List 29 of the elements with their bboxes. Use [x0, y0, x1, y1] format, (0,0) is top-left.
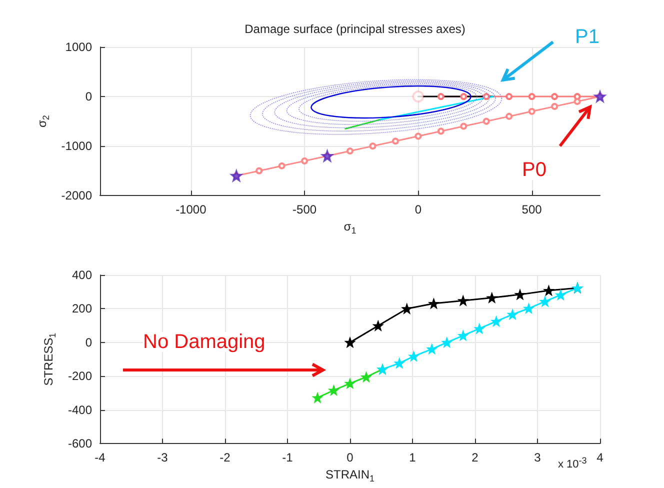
y-tick-label: 1000 — [65, 40, 92, 54]
x-tick-label: -4 — [94, 450, 106, 465]
x-tick-label: 4 — [596, 450, 604, 465]
y-tick-label: 400 — [72, 268, 92, 282]
x-tick-label: 2 — [472, 450, 479, 465]
x-tick-label: -2 — [220, 450, 231, 465]
x-tick-label: -1 — [282, 450, 294, 465]
annotation: P1 — [575, 26, 600, 48]
x-tick-label: 3 — [534, 450, 542, 465]
x-tick-label: 1 — [409, 450, 416, 465]
x-tick-label: -1000 — [176, 202, 207, 217]
x-tick-label: 500 — [522, 202, 542, 217]
chart-title: Damage surface (principal stresses axes) — [244, 22, 466, 36]
x-tick-label: -500 — [292, 202, 317, 217]
annotation: P0 — [522, 159, 546, 181]
x-tick-label: -3 — [157, 450, 168, 465]
y-axis-title: σ2 — [34, 115, 51, 128]
y-tick-label: -200 — [68, 369, 92, 384]
y-tick-label: 200 — [72, 302, 92, 316]
y-tick-label: -2000 — [61, 188, 92, 203]
x-tick-label: 0 — [414, 202, 422, 217]
y-tick-label: -600 — [68, 436, 92, 451]
y-tick-label: -400 — [68, 402, 92, 417]
annotation: No Damaging — [143, 331, 266, 353]
y-tick-label: 0 — [85, 90, 92, 104]
y-tick-label: 0 — [85, 335, 92, 350]
y-axis-title: STRESS1 — [42, 332, 58, 386]
x-tick-label: 0 — [346, 450, 354, 465]
y-tick-label: -1000 — [61, 139, 92, 154]
